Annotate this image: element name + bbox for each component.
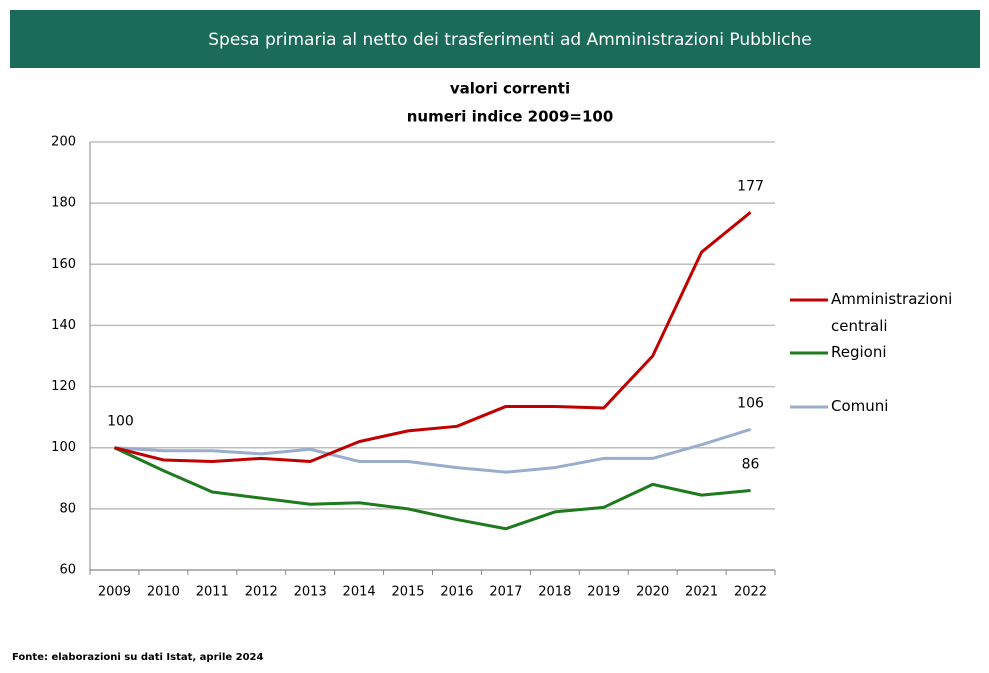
- x-tick-label: 2011: [196, 585, 229, 600]
- y-tick-label: 140: [51, 318, 76, 333]
- y-tick-label: 200: [51, 135, 76, 150]
- x-tick-label: 2012: [245, 585, 278, 600]
- x-tick-label: 2015: [391, 585, 424, 600]
- x-tick-label: 2020: [636, 585, 669, 600]
- data-label: 86: [742, 457, 760, 473]
- legend-label: Comuni: [831, 397, 889, 415]
- data-label: 106: [737, 395, 764, 411]
- data-label: 100: [107, 414, 134, 430]
- chart-subtitle: valori correnti: [450, 80, 570, 98]
- legend-label: Regioni: [831, 343, 887, 361]
- chart-subtitle: numeri indice 2009=100: [407, 108, 614, 126]
- series-line: [114, 427, 751, 474]
- x-tick-label: 2019: [587, 585, 620, 600]
- x-tick-label: 2010: [147, 585, 180, 600]
- y-tick-label: 120: [51, 379, 76, 394]
- x-tick-label: 2013: [294, 585, 327, 600]
- y-tick-label: 180: [51, 196, 76, 211]
- header-band: [10, 10, 980, 68]
- x-tick-label: 2018: [538, 585, 571, 600]
- y-tick-label: 80: [59, 501, 76, 516]
- x-tick-label: 2016: [440, 585, 473, 600]
- series-line: [113, 446, 751, 531]
- source-note: Fonte: elaborazioni su dati Istat, april…: [12, 652, 264, 663]
- y-tick-label: 160: [51, 257, 76, 272]
- y-tick-label: 60: [59, 563, 76, 578]
- x-tick-label: 2021: [685, 585, 718, 600]
- x-tick-label: 2022: [734, 585, 767, 600]
- legend-label: Amministrazioni centrali: [831, 290, 953, 335]
- x-tick-label: 2017: [489, 585, 522, 600]
- chart-title: Spesa primaria al netto dei trasferiment…: [208, 30, 812, 50]
- data-label: 177: [737, 178, 764, 194]
- series-line: [114, 211, 752, 463]
- y-tick-label: 100: [51, 440, 76, 455]
- x-tick-label: 2009: [98, 585, 131, 600]
- x-tick-label: 2014: [343, 585, 376, 600]
